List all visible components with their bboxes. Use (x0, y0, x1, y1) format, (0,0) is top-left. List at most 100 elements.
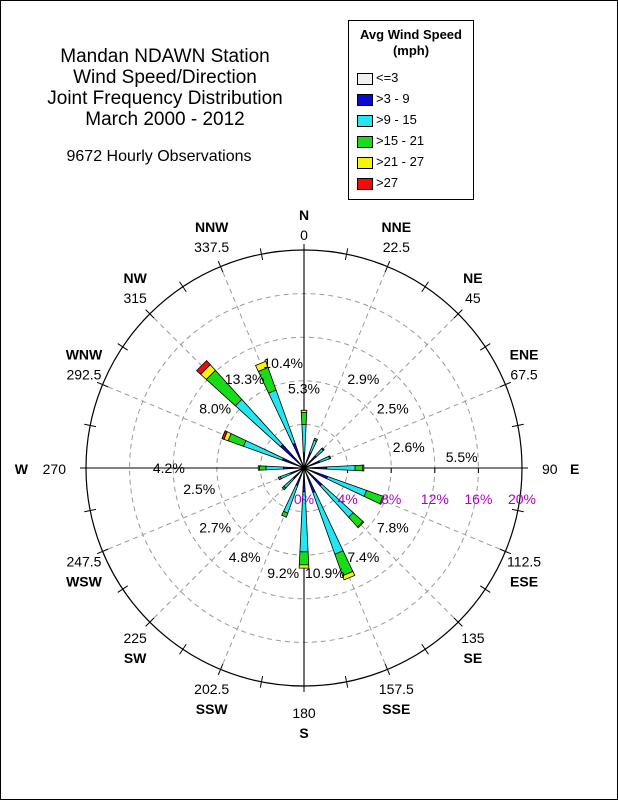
compass-degree-label: 22.5 (383, 239, 410, 255)
compass-direction-label: WSW (66, 573, 103, 589)
compass-degree-label: 157.5 (379, 681, 414, 697)
sector-percent-label: 10.4% (263, 355, 303, 371)
compass-direction-label: NE (463, 270, 482, 286)
chart-title: Mandan NDAWN Station Wind Speed/Directio… (20, 46, 310, 130)
legend-swatch (357, 156, 373, 169)
compass-tick (84, 508, 97, 513)
legend-label: >27 (376, 175, 399, 190)
legend-title-line-1: Avg Wind Speed (360, 27, 462, 42)
compass-degree-label: 67.5 (510, 367, 537, 383)
radial-tick-label: 4% (337, 491, 357, 507)
legend-item: >9 - 15 (357, 113, 417, 127)
compass-direction-label: WNW (66, 347, 103, 363)
legend-item: <=3 (357, 71, 398, 85)
legend-label: <=3 (376, 70, 399, 85)
rose-bar-w (282, 466, 304, 470)
rose-bar-w (258, 465, 267, 471)
sector-percent-label: 13.3% (225, 371, 265, 387)
legend-swatch (357, 72, 373, 85)
compass-tick (344, 675, 349, 688)
rose-center (302, 466, 306, 470)
radial-tick-label: 0% (294, 491, 314, 507)
radial-tick-label: 12% (421, 491, 449, 507)
sector-percent-label: 9.2% (267, 565, 299, 581)
compass-tick (96, 548, 109, 555)
title-line-3: Joint Frequency Distribution (47, 88, 283, 109)
legend-item: >3 - 9 (357, 92, 410, 106)
sector-percent-label: 8.0% (199, 401, 231, 417)
legend-label: >3 - 9 (376, 91, 410, 106)
rose-bar-n (300, 412, 308, 425)
sector-percent-label: 5.5% (446, 449, 478, 465)
legend-label: >9 - 15 (376, 112, 417, 127)
rose-bar-n (302, 452, 306, 468)
legend-swatch (357, 93, 373, 106)
rose-bar-se (356, 520, 365, 529)
sector-percent-label: 5.3% (288, 380, 320, 396)
compass-direction-label: NNW (195, 219, 229, 235)
compass-degree-label: 315 (123, 290, 147, 306)
rose-bar-wnw (221, 430, 228, 440)
rose-bar-n (300, 409, 308, 413)
compass-tick (499, 381, 512, 388)
compass-degree-label: 292.5 (66, 367, 101, 383)
compass-direction-label: SSE (382, 701, 410, 717)
rose-bar-e (304, 466, 328, 470)
rose-bar-ene (328, 455, 332, 460)
compass-tick (145, 309, 155, 319)
rose-bar-s (302, 468, 306, 493)
radial-tick-label: 8% (381, 491, 401, 507)
compass-degree-label: 202.5 (194, 681, 229, 697)
radial-tick-label: 16% (464, 491, 492, 507)
compass-tick (217, 260, 224, 273)
compass-tick (217, 663, 224, 676)
grid-spoke (149, 467, 305, 623)
compass-tick (511, 508, 524, 513)
rose-bar-ese (379, 495, 385, 505)
compass-degree-label: 270 (43, 461, 67, 477)
compass-direction-label: N (299, 207, 309, 223)
rose-bar-ne (321, 447, 325, 451)
rose-bar-n (301, 424, 307, 454)
compass-degree-label: 0 (300, 227, 308, 243)
rose-bar-nne (313, 437, 319, 442)
legend-swatch (357, 114, 373, 127)
compass-degree-label: 135 (461, 630, 485, 646)
compass-tick (259, 675, 264, 688)
rose-bar-nne (309, 439, 318, 454)
compass-direction-label: SSW (196, 701, 229, 717)
compass-tick (421, 281, 429, 293)
compass-degree-label: 247.5 (66, 553, 101, 569)
compass-tick (117, 585, 129, 593)
compass-tick (84, 423, 97, 428)
compass-direction-label: NNE (382, 219, 412, 235)
rose-bar-sse (342, 570, 356, 581)
sector-percent-label: 7.4% (347, 549, 379, 565)
compass-tick (96, 381, 109, 388)
sector-percent-label: 2.6% (393, 439, 425, 455)
rose-bar-e (326, 465, 356, 471)
title-line-4: March 2000 - 2012 (85, 109, 245, 130)
title-line-2: Wind Speed/Direction (73, 67, 257, 88)
rose-bar-sw (283, 476, 296, 489)
compass-direction-label: SW (124, 650, 147, 666)
compass-tick (117, 343, 129, 351)
sector-percent-label: 2.7% (199, 519, 231, 535)
legend-label: >15 - 21 (376, 133, 425, 148)
compass-degree-label: 225 (123, 630, 147, 646)
rose-bar-wsw (279, 472, 292, 480)
grid-spoke (303, 313, 459, 469)
rose-bar-s (298, 564, 310, 569)
sector-percent-label: 4.8% (229, 549, 261, 565)
legend-swatch (357, 135, 373, 148)
rose-bar-wsw (277, 475, 282, 481)
rose-bar-w (265, 465, 284, 471)
compass-degree-label: 45 (465, 290, 481, 306)
compass-direction-label: NW (123, 270, 147, 286)
rose-bar-wnw (227, 432, 247, 447)
legend-title-line-2: (mph) (392, 43, 430, 58)
compass-direction-label: ESE (510, 573, 538, 589)
compass-degree-label: 180 (292, 705, 316, 721)
